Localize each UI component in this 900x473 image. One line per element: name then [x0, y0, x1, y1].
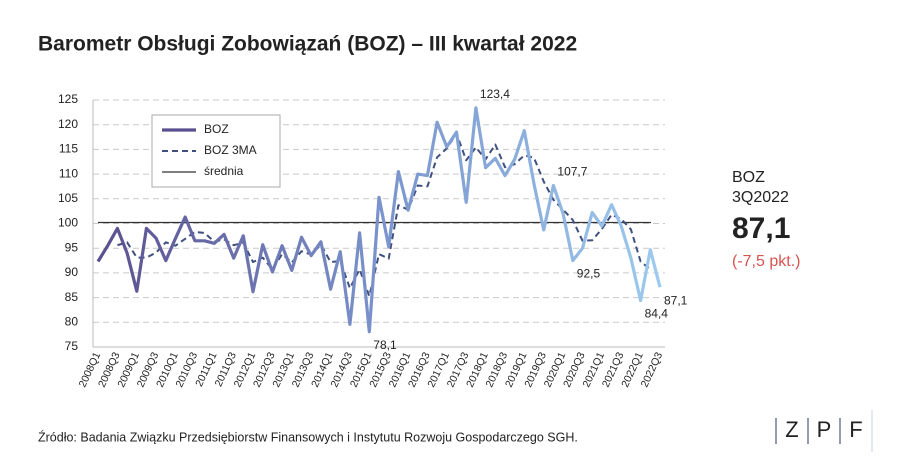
side-label: BOZ	[732, 169, 765, 186]
side-value: 87,1	[732, 212, 790, 245]
side-change: (-7,5 pkt.)	[732, 253, 800, 270]
legend-label: średnia	[204, 164, 244, 178]
y-tick-label: 75	[65, 339, 79, 353]
y-tick-label: 85	[65, 290, 79, 304]
line-series	[96, 106, 662, 334]
y-tick-label: 80	[65, 314, 79, 328]
data-label: 123,4	[480, 87, 510, 101]
legend-label: BOZ	[204, 122, 229, 136]
logo-letter: F	[849, 417, 862, 442]
logo-letter: P	[817, 417, 832, 442]
y-tick-label: 95	[65, 240, 79, 254]
data-label: 84,4	[645, 307, 669, 321]
y-tick-label: 90	[65, 265, 79, 279]
chart-title: Barometr Obsługi Zobowiązań (BOZ) – III …	[38, 33, 577, 56]
y-tick-label: 110	[59, 166, 78, 180]
data-label: 78,1	[373, 338, 397, 352]
legend-label: BOZ 3MA	[204, 143, 257, 157]
data-label: 87,1	[664, 293, 688, 307]
y-tick-label: 125	[58, 92, 78, 106]
side-period: 3Q2022	[732, 189, 789, 206]
y-tick-label: 115	[59, 142, 78, 156]
y-tick-label: 100	[58, 216, 78, 230]
source: Źródło: Badania Związku Przedsiębiorstw …	[38, 429, 578, 444]
data-label: 107,7	[557, 165, 587, 179]
y-tick-label: 105	[58, 191, 78, 205]
data-label: 92,5	[577, 267, 601, 281]
logo-letter: Z	[785, 417, 798, 442]
y-tick-label: 120	[58, 117, 78, 131]
